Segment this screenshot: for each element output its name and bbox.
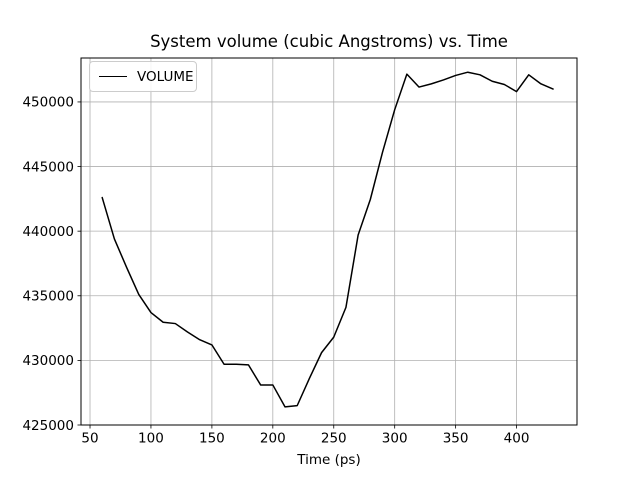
legend-line-sample-icon bbox=[99, 76, 127, 77]
tick-label-x: 350 bbox=[443, 431, 469, 447]
tick-label-x: 100 bbox=[138, 431, 164, 447]
tick-label-y: 445000 bbox=[22, 159, 74, 175]
tick-label-x: 50 bbox=[81, 431, 98, 447]
data-line-volume bbox=[101, 71, 554, 408]
plot-frame bbox=[80, 57, 578, 426]
tick-label-y: 430000 bbox=[22, 353, 74, 369]
tick-label-x: 300 bbox=[382, 431, 408, 447]
tick-label-x: 200 bbox=[260, 431, 286, 447]
tick-label-x: 250 bbox=[321, 431, 347, 447]
tick-label-x: 400 bbox=[504, 431, 530, 447]
tick-label-y: 425000 bbox=[22, 418, 74, 434]
x-axis-label: Time (ps) bbox=[297, 452, 361, 468]
tick-label-y: 435000 bbox=[22, 289, 74, 305]
chart-title: System volume (cubic Angstroms) vs. Time bbox=[150, 32, 508, 51]
legend-label: VOLUME bbox=[137, 68, 194, 85]
legend: VOLUME bbox=[89, 61, 197, 92]
tick-label-y: 450000 bbox=[22, 95, 74, 111]
tick-label-x: 150 bbox=[199, 431, 225, 447]
tick-label-y: 440000 bbox=[22, 224, 74, 240]
